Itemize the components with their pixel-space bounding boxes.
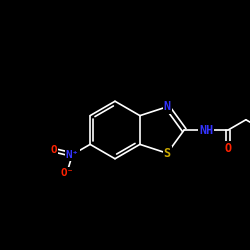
Text: O: O xyxy=(50,145,57,155)
Text: O⁻: O⁻ xyxy=(60,168,74,178)
Text: NH: NH xyxy=(199,124,213,136)
Text: N: N xyxy=(164,100,171,113)
Text: S: S xyxy=(164,147,171,160)
Text: O: O xyxy=(224,142,232,154)
Text: N⁺: N⁺ xyxy=(66,150,79,160)
